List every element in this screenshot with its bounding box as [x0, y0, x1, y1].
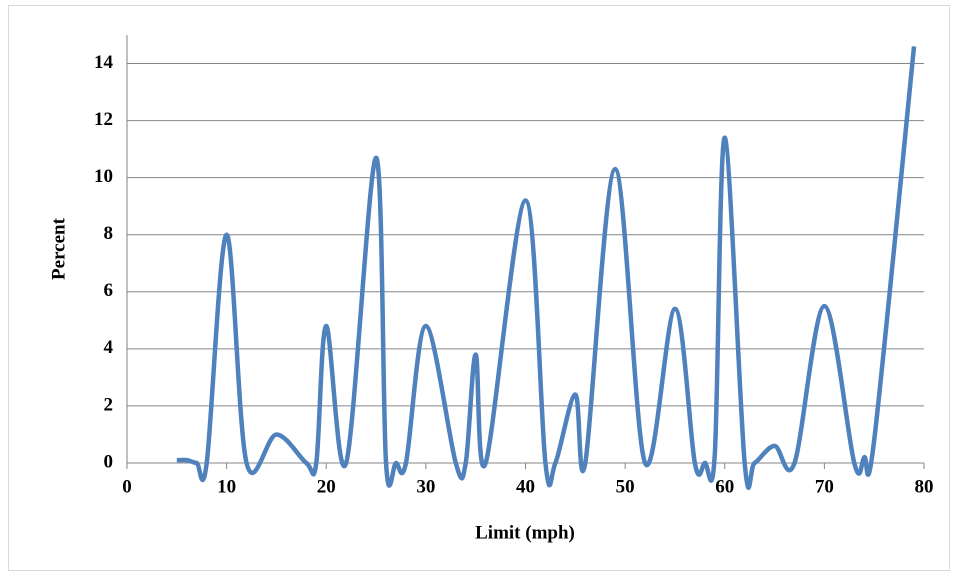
y-tick-label: 2 — [104, 394, 114, 415]
y-tick-label: 0 — [104, 451, 114, 472]
x-tick-label: 70 — [815, 476, 834, 497]
y-tick-label: 12 — [94, 109, 113, 130]
y-tick-label: 8 — [104, 223, 114, 244]
y-tick-label: 4 — [104, 337, 114, 358]
y-tick-label: 6 — [104, 280, 114, 301]
x-axis-title: Limit (mph) — [475, 522, 575, 543]
y-tick-label: 14 — [94, 52, 114, 73]
data-line — [176, 46, 917, 490]
chart-frame — [8, 5, 950, 571]
y-tick-label: 10 — [94, 166, 113, 187]
x-tick-label: 10 — [217, 476, 236, 497]
x-tick-label: 60 — [715, 476, 734, 497]
x-tick-label: 20 — [317, 476, 336, 497]
x-tick-label: 30 — [416, 476, 435, 497]
x-tick-label: 40 — [516, 476, 535, 497]
x-tick-label: 50 — [616, 476, 635, 497]
y-axis-title: Percent — [48, 217, 69, 280]
x-tick-label: 80 — [915, 476, 934, 497]
x-tick-label: 0 — [122, 476, 132, 497]
